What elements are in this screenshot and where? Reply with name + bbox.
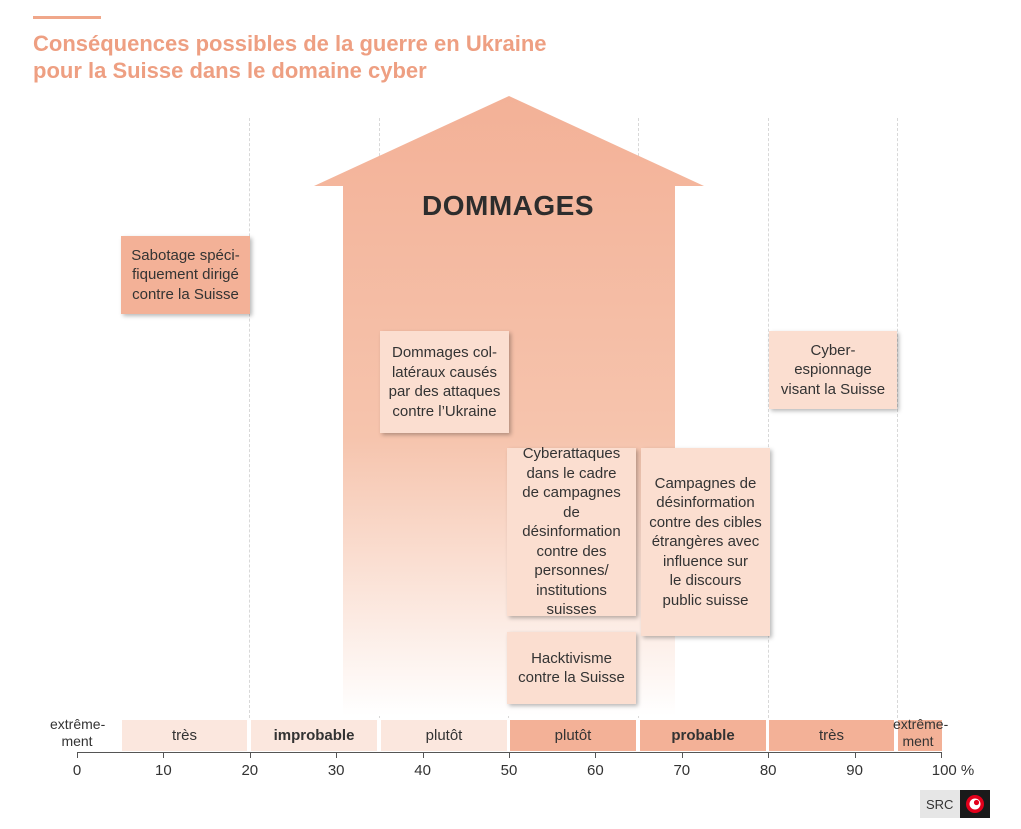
title-line-2: pour la Suisse dans le domaine cyber [33, 58, 427, 83]
box-hacktivism: Hacktivisme contre la Suisse [507, 632, 636, 704]
axis-tick-label: 90 [846, 762, 863, 779]
axis-tick-label: 100 % [931, 762, 975, 779]
axis-tick [854, 752, 856, 758]
title-rule [33, 16, 101, 19]
axis-tick [336, 752, 338, 758]
axis-tick-label: 60 [587, 762, 604, 779]
axis-tick [509, 752, 510, 758]
gridline [249, 118, 250, 718]
box-cyber-espionage: Cyber- espionnage visant la Suisse [769, 331, 897, 409]
axis-tick-label: 80 [759, 762, 777, 779]
scale-improbable: improbable [251, 720, 377, 751]
axis-tick [768, 752, 770, 758]
axis-tick-label: 40 [414, 762, 431, 779]
gridline [897, 118, 898, 718]
scale-very-improbable: très [122, 720, 247, 751]
axis-tick [77, 752, 78, 758]
title-line-1: Conséquences possibles de la guerre en U… [33, 31, 547, 56]
source-badge: SRC [920, 790, 990, 818]
axis-tick [681, 752, 683, 758]
axis-tick-label: 50 [500, 762, 518, 779]
axis-tick-label: 70 [673, 762, 691, 779]
box-sabotage: Sabotage spéci- fiquement dirigé contre … [121, 236, 250, 314]
axis-tick-label: 0 [72, 762, 82, 779]
axis-tick [163, 752, 165, 758]
axis-tick [595, 752, 597, 758]
box-cyberattacks: Cyberattaques dans le cadre de campagnes… [507, 445, 636, 618]
scale-rather-probable: plutôt [510, 720, 636, 751]
page-title: Conséquences possibles de la guerre en U… [33, 30, 547, 84]
axis-tick-label: 30 [327, 762, 345, 779]
gridline [768, 118, 769, 718]
scale-rather-improbable: plutôt [381, 720, 507, 751]
src-logo-icon [960, 790, 990, 818]
arrow-label: DOMMAGES [422, 190, 594, 221]
box-collateral-damage: Dommages col- latéraux causés par des at… [380, 331, 509, 433]
box-disinformation-campaigns: Campagnes de désinformation contre des c… [641, 448, 770, 636]
axis-tick [941, 752, 942, 758]
scale-very-probable: très [769, 720, 894, 751]
axis-tick [422, 752, 424, 758]
scale-right-edge-fill [898, 720, 942, 751]
axis-tick-label: 20 [241, 762, 259, 779]
scale-extremely-improbable: extrême- ment [50, 716, 106, 749]
scale-probable: probable [640, 720, 766, 751]
axis-tick-label: 10 [155, 762, 172, 779]
axis-tick [249, 752, 251, 758]
source-label: SRC [926, 796, 954, 812]
scale-extremely-probable: extrême- ment [893, 716, 949, 749]
